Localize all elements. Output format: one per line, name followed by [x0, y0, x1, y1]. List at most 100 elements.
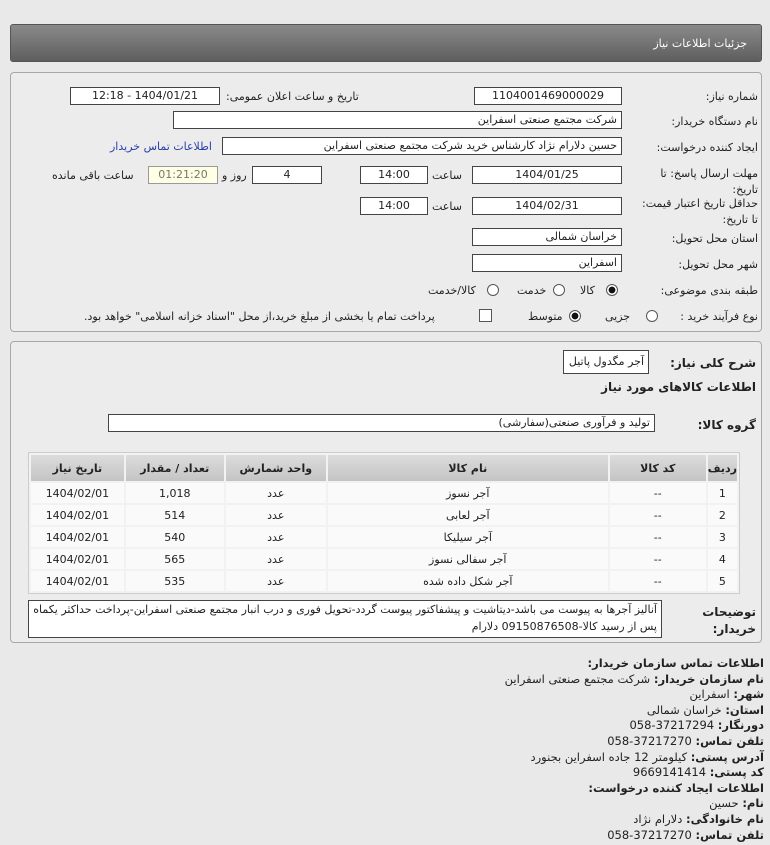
page-header: جزئیات اطلاعات نیاز	[10, 24, 762, 62]
category-radio-goods[interactable]	[606, 284, 618, 296]
province-label: استان محل تحویل:	[671, 232, 758, 245]
family-value: دلارام نژاد	[633, 811, 683, 826]
org-value: شرکت مجتمع صنعتی اسفراین	[504, 671, 651, 686]
category-both-label: کالا/خدمت	[428, 284, 476, 297]
remaining-label: ساعت باقی مانده	[52, 169, 134, 182]
summary-label: شرح کلی نیاز:	[670, 356, 756, 370]
treasury-payment-label: پرداخت تمام یا بخشی از مبلغ خرید،از محل …	[84, 310, 435, 323]
postal-label: کد پستی:	[709, 765, 764, 780]
row-number: 1	[707, 483, 737, 503]
city-value: اسفراین	[689, 687, 730, 702]
goods-table: ردیف کد کالا نام کالا واحد شمارش تعداد /…	[28, 452, 740, 594]
row-number: 5	[707, 571, 737, 591]
treasury-payment-checkbox[interactable]	[479, 309, 492, 322]
item-code: --	[609, 549, 706, 569]
city-label: شهر محل تحویل:	[678, 258, 758, 271]
address-label: آدرس پستی:	[690, 749, 764, 764]
contact-title: اطلاعات تماس سازمان خریدار:	[587, 656, 764, 670]
need-date: 1404/02/01	[31, 483, 124, 503]
city-field: اسفراین	[472, 254, 622, 272]
notes-field: آنالیز آجرها به پیوست می باشد-دیتاشیت و …	[28, 600, 662, 638]
category-label: طبقه بندی موضوعی:	[660, 284, 758, 297]
creator-field: حسین دلارام نژاد کارشناس خرید شرکت مجتمع…	[222, 137, 622, 155]
quantity: 535	[125, 571, 224, 591]
need-date: 1404/02/01	[31, 505, 124, 525]
days-label: روز و	[222, 169, 247, 182]
buyer-org-label: نام دستگاه خریدار:	[671, 115, 758, 128]
item-name: آجر سفالی نسوز	[327, 549, 608, 569]
creator-title: اطلاعات ایجاد کننده درخواست:	[588, 780, 764, 795]
province-value: خراسان شمالی	[646, 702, 722, 717]
quantity: 540	[125, 527, 224, 547]
table-row: 3 -- آجر سیلیکا عدد 540 1404/02/01	[31, 527, 737, 547]
unit: عدد	[225, 505, 326, 525]
deadline-time-label: ساعت	[432, 169, 462, 182]
process-label: نوع فرآیند خرید :	[680, 310, 758, 323]
province-field: خراسان شمالی	[472, 228, 622, 246]
group-label: گروه کالا:	[697, 418, 756, 432]
family-label: نام خانوادگی:	[686, 811, 764, 826]
validity-date-field: 1404/02/31	[472, 197, 622, 215]
deadline-date-field: 1404/01/25	[472, 166, 622, 184]
row-number: 3	[707, 527, 737, 547]
item-code: --	[609, 571, 706, 591]
quantity: 1,018	[125, 483, 224, 503]
col-row: ردیف	[707, 455, 737, 481]
province-label: استان:	[725, 702, 764, 717]
process-medium-label: متوسط	[528, 310, 563, 323]
process-radio-medium[interactable]	[569, 310, 581, 322]
days-field: 4	[252, 166, 322, 184]
category-goods-label: کالا	[580, 284, 595, 297]
city-label: شهر:	[733, 687, 764, 702]
item-name: آجر شکل داده شده	[327, 571, 608, 591]
need-number-label: شماره نیاز:	[705, 90, 758, 103]
deadline-label: مهلت ارسال پاسخ: تا تاریخ:	[660, 167, 758, 196]
col-date: تاریخ نیاز	[31, 455, 124, 481]
notes-label: توضیحات خریدار:	[702, 605, 756, 636]
table-row: 1 -- آجر نسوز عدد 1,018 1404/02/01	[31, 483, 737, 503]
process-radio-minor[interactable]	[646, 310, 658, 322]
item-code: --	[609, 505, 706, 525]
item-code: --	[609, 483, 706, 503]
announce-label: تاریخ و ساعت اعلان عمومی:	[226, 90, 359, 103]
summary-field: آجر مگدول پاتیل	[563, 350, 649, 374]
validity-time-field: 14:00	[360, 197, 428, 215]
category-radio-service[interactable]	[553, 284, 565, 296]
col-code: کد کالا	[609, 455, 706, 481]
unit: عدد	[225, 483, 326, 503]
col-unit: واحد شمارش	[225, 455, 326, 481]
row-number: 2	[707, 505, 737, 525]
need-date: 1404/02/01	[31, 571, 124, 591]
name-value: حسین	[709, 796, 739, 811]
category-service-label: خدمت	[517, 284, 547, 297]
item-code: --	[609, 527, 706, 547]
fax-value: 058-37217294	[629, 718, 715, 733]
group-field: تولید و فرآوری صنعتی(سفارشی)	[108, 414, 655, 432]
validity-time-label: ساعت	[432, 200, 462, 213]
creator-phone-label: تلفن تماس:	[695, 827, 764, 842]
validity-label: حداقل تاریخ اعتبار قیمت: تا تاریخ:	[642, 197, 758, 226]
announce-field: 1404/01/21 - 12:18	[70, 87, 220, 105]
col-qty: تعداد / مقدار	[125, 455, 224, 481]
buyer-org-field: شرکت مجتمع صنعتی اسفراین	[173, 111, 622, 129]
row-number: 4	[707, 549, 737, 569]
need-date: 1404/02/01	[31, 527, 124, 547]
page-title: جزئیات اطلاعات نیاز	[653, 37, 747, 50]
unit: عدد	[225, 527, 326, 547]
category-radio-both[interactable]	[487, 284, 499, 296]
name-label: نام:	[742, 796, 764, 811]
deadline-time-field: 14:00	[360, 166, 428, 184]
buyer-contact-link[interactable]: اطلاعات تماس خریدار	[110, 140, 212, 153]
table-row: 2 -- آجر لعابی عدد 514 1404/02/01	[31, 505, 737, 525]
org-label: نام سازمان خریدار:	[653, 671, 764, 686]
item-name: آجر نسوز	[327, 483, 608, 503]
quantity: 565	[125, 549, 224, 569]
goods-section-title: اطلاعات کالاهای مورد نیاز	[601, 380, 756, 394]
phone-label: تلفن تماس:	[695, 733, 764, 748]
remaining-time-field: 01:21:20	[148, 166, 218, 184]
creator-label: ایجاد کننده درخواست:	[656, 141, 758, 154]
unit: عدد	[225, 571, 326, 591]
table-row: 4 -- آجر سفالی نسوز عدد 565 1404/02/01	[31, 549, 737, 569]
item-name: آجر لعابی	[327, 505, 608, 525]
postal-value: 9669141414	[632, 765, 707, 780]
